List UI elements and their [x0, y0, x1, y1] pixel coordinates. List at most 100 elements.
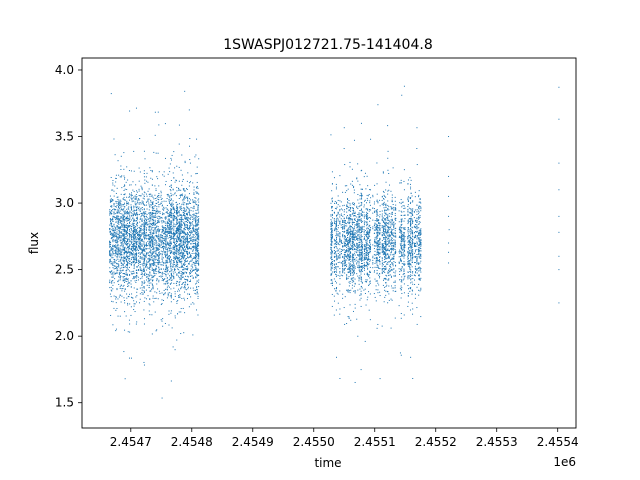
data-point — [348, 223, 350, 225]
data-point — [195, 239, 197, 241]
data-point — [180, 231, 182, 233]
data-point — [118, 260, 120, 262]
data-point — [154, 291, 156, 293]
data-point — [177, 228, 179, 230]
data-point — [192, 277, 194, 279]
data-point — [330, 219, 332, 221]
data-point — [186, 188, 188, 190]
data-point — [197, 251, 199, 253]
data-point — [113, 295, 115, 297]
data-point — [114, 278, 116, 280]
data-point — [130, 357, 132, 359]
data-point — [172, 251, 174, 253]
data-point — [138, 237, 140, 239]
data-point — [126, 269, 128, 271]
data-point — [120, 285, 122, 287]
data-point — [122, 248, 124, 250]
data-point — [339, 200, 341, 202]
data-point — [176, 266, 178, 268]
data-point — [343, 269, 345, 271]
data-point — [167, 269, 169, 271]
data-point — [197, 212, 199, 214]
data-point — [176, 229, 178, 231]
data-point — [187, 200, 189, 202]
data-point — [179, 228, 181, 230]
data-point — [178, 252, 180, 254]
data-point — [170, 223, 172, 225]
data-point — [172, 212, 174, 214]
data-point — [183, 239, 185, 241]
data-point — [156, 235, 158, 237]
data-point — [165, 240, 167, 242]
data-point — [331, 206, 333, 208]
data-point — [132, 273, 134, 275]
data-point — [136, 291, 138, 293]
data-point — [162, 260, 164, 262]
data-point — [184, 233, 186, 235]
data-point — [165, 281, 167, 283]
data-point — [115, 253, 117, 255]
data-point — [155, 231, 157, 233]
data-point — [194, 202, 196, 204]
data-point — [170, 263, 172, 265]
data-point — [187, 248, 189, 250]
data-point — [113, 236, 115, 238]
data-point — [191, 260, 193, 262]
data-point — [343, 228, 345, 230]
data-point — [141, 234, 143, 235]
data-point — [194, 242, 196, 244]
data-point — [155, 249, 157, 251]
data-point — [150, 278, 152, 280]
data-point — [161, 198, 163, 200]
data-point — [169, 211, 171, 213]
data-point — [158, 244, 160, 246]
data-point — [189, 263, 190, 265]
data-point — [110, 213, 112, 215]
data-point — [146, 193, 148, 195]
data-point — [333, 250, 335, 251]
data-point — [154, 205, 156, 207]
data-point — [109, 250, 111, 252]
data-point — [154, 219, 156, 221]
data-point — [179, 214, 181, 216]
data-point — [342, 249, 344, 251]
data-point — [173, 269, 175, 271]
data-point — [158, 230, 160, 232]
data-point — [186, 180, 188, 182]
data-point — [119, 235, 121, 237]
data-point — [109, 243, 111, 245]
data-point — [180, 169, 182, 171]
data-point — [348, 238, 350, 240]
data-point — [151, 202, 153, 204]
data-point — [173, 282, 175, 284]
data-point — [333, 314, 335, 316]
data-point — [172, 203, 174, 205]
data-point — [193, 247, 195, 249]
data-point — [195, 238, 197, 240]
data-point — [163, 248, 164, 250]
data-point — [159, 203, 161, 205]
data-point — [164, 253, 166, 255]
data-point — [182, 232, 184, 234]
data-point — [114, 247, 116, 249]
data-point — [118, 253, 120, 255]
data-point — [197, 248, 199, 250]
data-point — [144, 225, 146, 227]
data-point — [164, 293, 166, 295]
data-point — [340, 213, 342, 215]
data-point — [118, 236, 120, 238]
data-point — [115, 246, 117, 248]
data-point — [193, 270, 195, 271]
data-point — [133, 237, 135, 239]
data-point — [165, 264, 167, 266]
data-point — [122, 267, 124, 269]
data-point — [158, 230, 160, 232]
data-point — [124, 199, 126, 201]
data-point — [193, 217, 195, 219]
data-point — [334, 300, 336, 302]
data-point — [158, 243, 160, 245]
data-point — [167, 237, 169, 239]
data-point — [187, 196, 189, 198]
data-point — [168, 250, 170, 252]
data-point — [176, 241, 178, 243]
